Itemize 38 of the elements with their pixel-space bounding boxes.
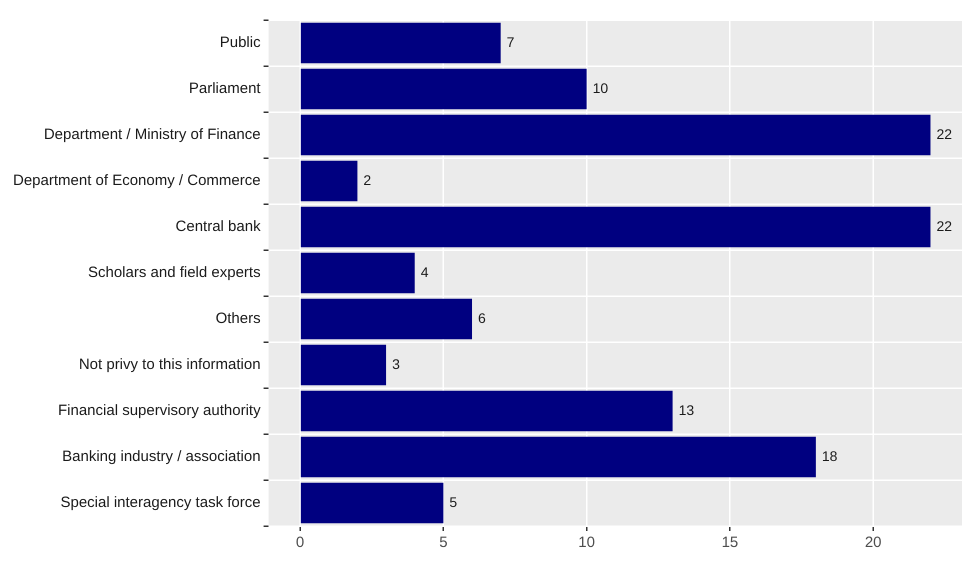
y-tick-label: Special interagency task force [60, 494, 261, 512]
data-label: 7 [506, 34, 515, 50]
x-tick-label: 0 [296, 534, 304, 552]
y-tick-label: Parliament [188, 80, 262, 98]
data-label: 22 [936, 218, 952, 234]
data-label: 18 [822, 448, 838, 464]
data-label: 6 [478, 310, 486, 326]
y-tick-label: Public [220, 34, 262, 52]
bar [300, 252, 415, 294]
data-label: 5 [449, 494, 458, 510]
bar [300, 160, 358, 202]
y-tick-label: Banking industry / association [62, 448, 261, 466]
data-label: 22 [936, 126, 952, 142]
data-label: 4 [420, 264, 429, 280]
bar [300, 344, 386, 386]
y-tick-label: Department of Economy / Commerce [12, 172, 261, 190]
bar [300, 298, 472, 340]
bar [300, 436, 816, 478]
x-tick-label: 10 [578, 534, 595, 552]
bar [300, 22, 501, 64]
y-tick-label: Financial supervisory authority [58, 402, 262, 420]
data-label: 13 [678, 402, 694, 418]
bar [300, 390, 673, 432]
y-tick-label: Department / Ministry of Finance [44, 126, 261, 144]
x-tick-label: 5 [439, 534, 448, 552]
x-tick-label: 20 [864, 534, 882, 552]
y-tick-label: Central bank [176, 218, 262, 236]
data-label: 3 [392, 356, 400, 372]
y-tick-label: Scholars and field experts [88, 264, 261, 282]
y-tick-label: Not privy to this information [78, 356, 261, 374]
data-label: 10 [592, 80, 608, 96]
x-tick-label: 15 [722, 534, 738, 552]
bar [300, 68, 587, 110]
bar [300, 482, 444, 524]
y-tick-label: Others [216, 310, 261, 328]
data-label: 2 [363, 172, 372, 188]
bar [300, 114, 930, 156]
bar [300, 206, 930, 248]
